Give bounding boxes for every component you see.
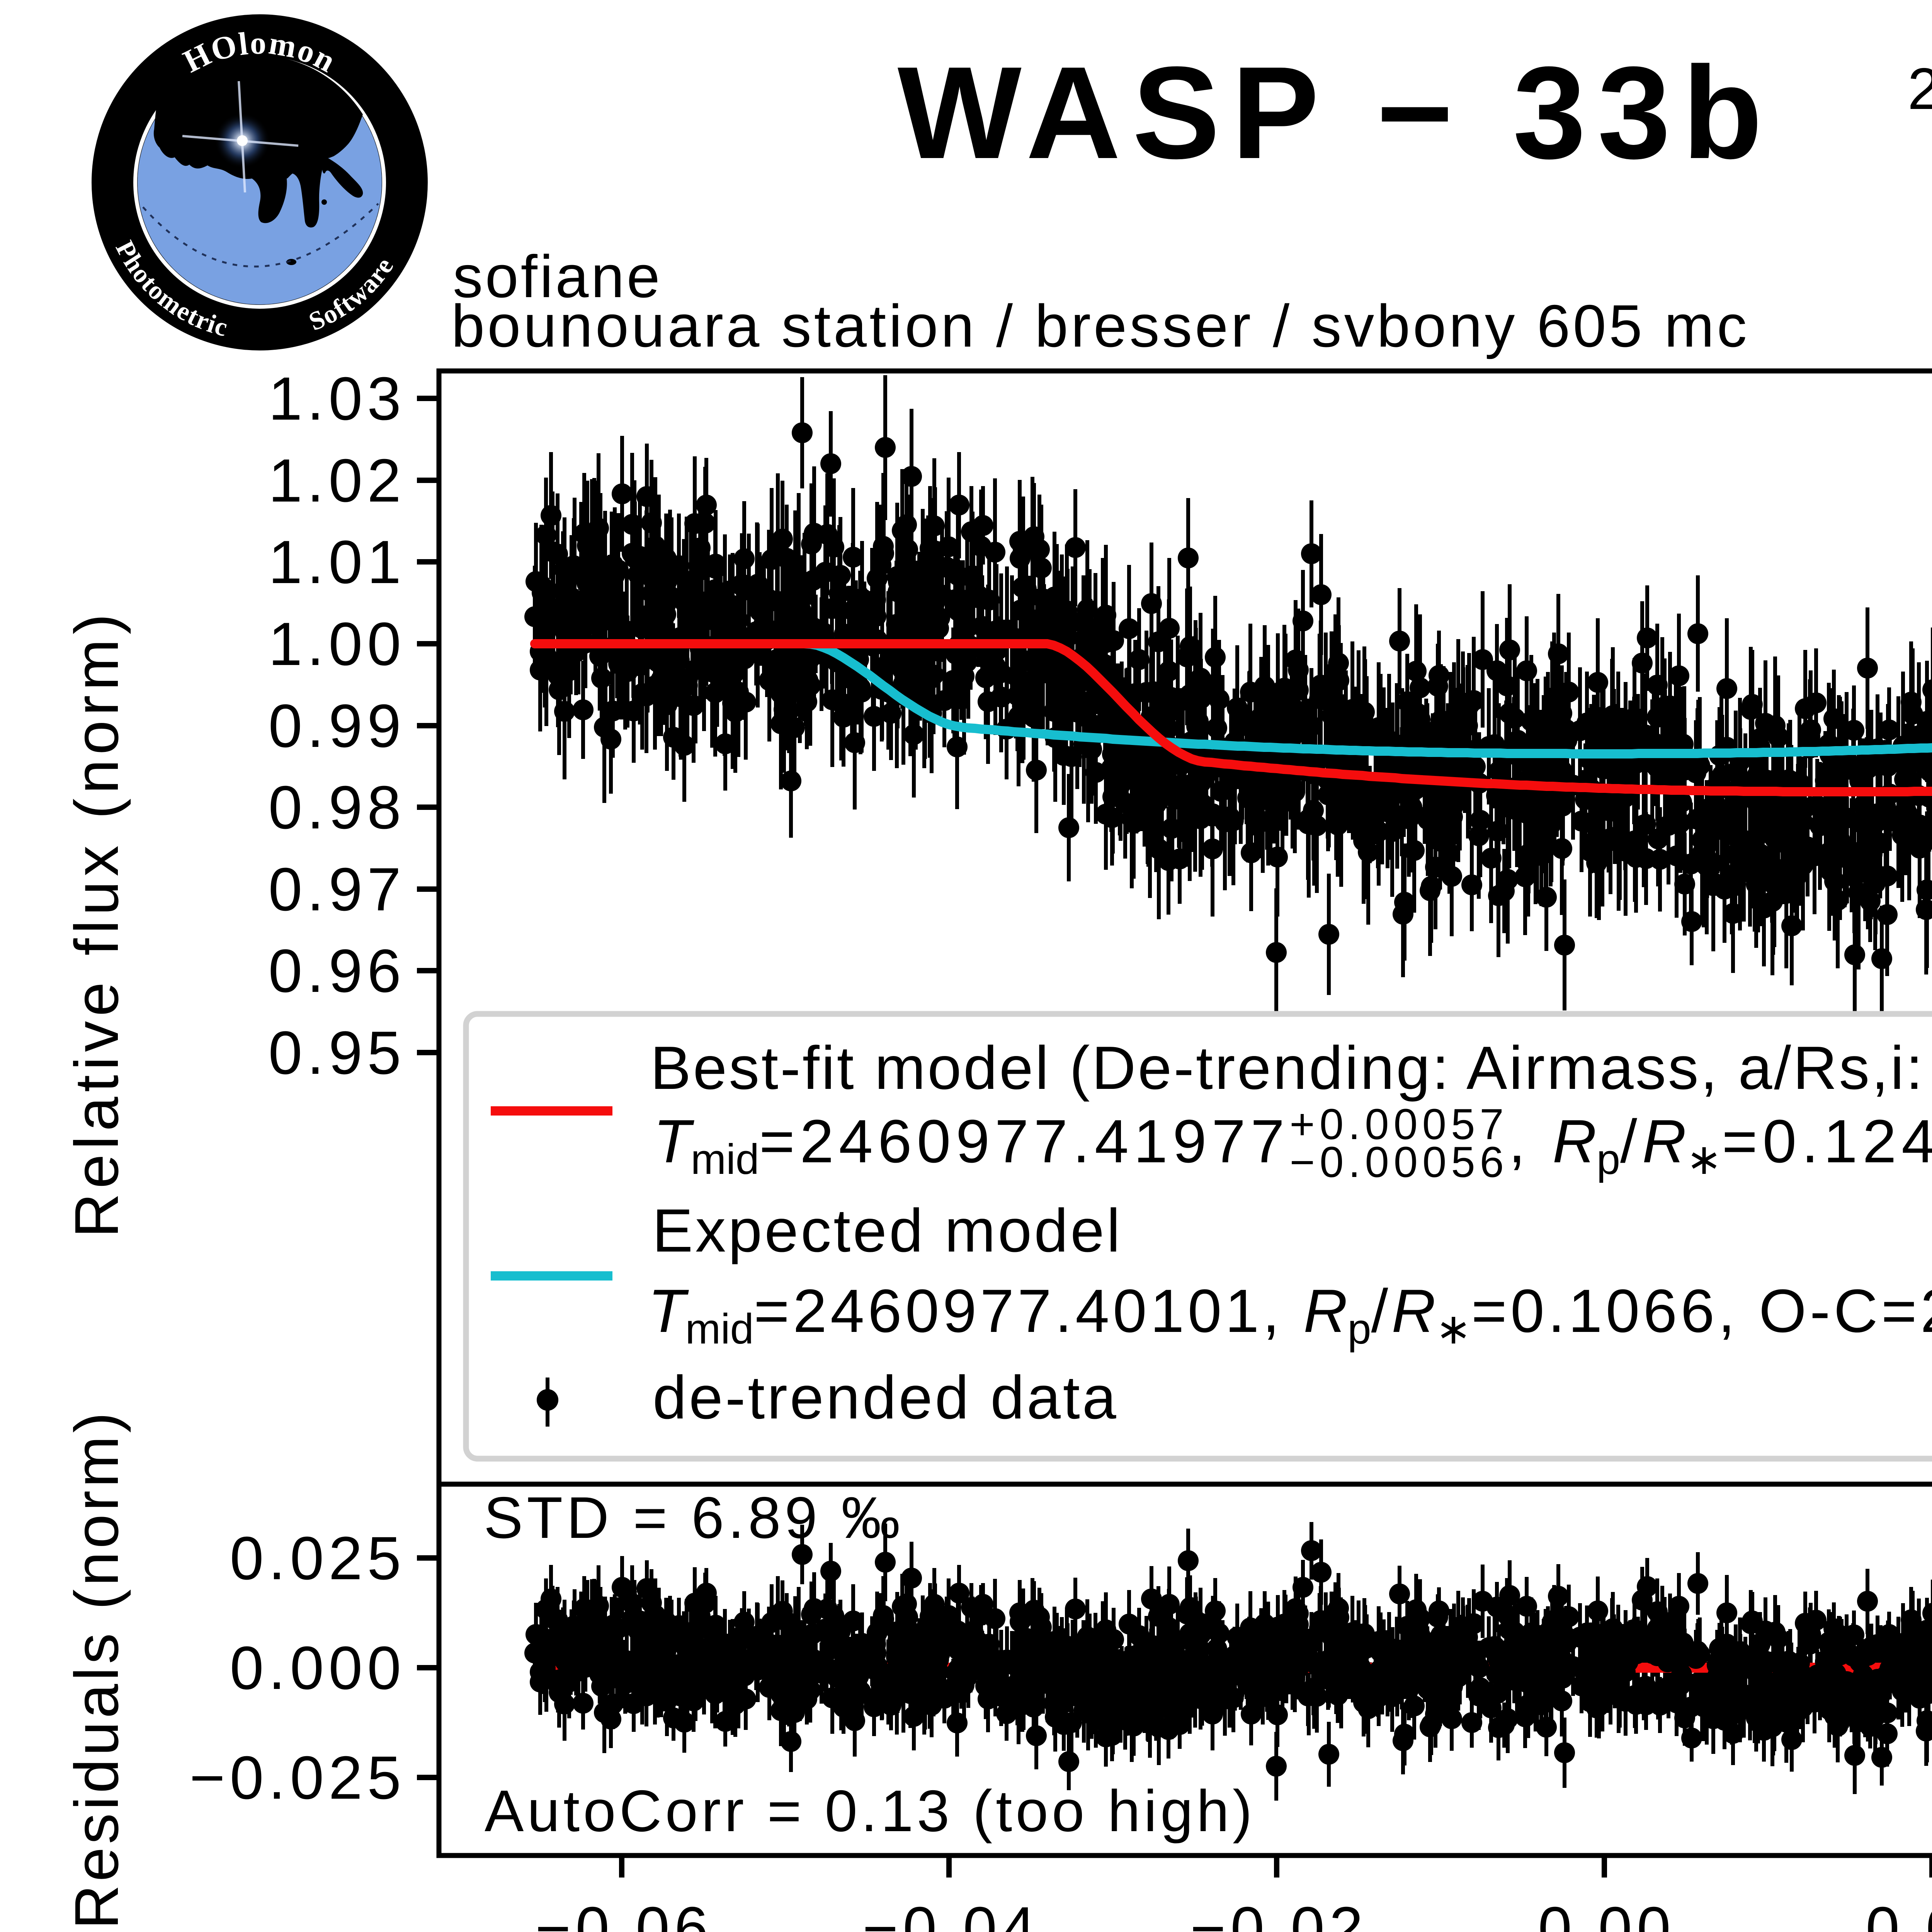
- svg-text:1.00: 1.00: [268, 610, 406, 678]
- svg-text:Residuals (norm): Residuals (norm): [62, 1409, 131, 1929]
- svg-text:−0.02: −0.02: [1190, 1895, 1368, 1932]
- svg-text:de-trended data: de-trended data: [653, 1364, 1119, 1432]
- svg-text:sofiane: sofiane: [453, 243, 662, 310]
- svg-text:Expected model: Expected model: [652, 1197, 1122, 1265]
- svg-text:2025-10-28 19:34 (UT): 2025-10-28 19:34 (UT): [1908, 56, 1932, 122]
- svg-text:Relative flux (norm): Relative flux (norm): [62, 609, 131, 1238]
- svg-text:−0.04: −0.04: [862, 1895, 1040, 1932]
- svg-text:AutoCorr = 0.13 (too high): AutoCorr = 0.13 (too high): [485, 1778, 1256, 1844]
- svg-text:bounouara station / bresser /: bounouara station / bresser / svbony 605…: [451, 293, 1750, 359]
- svg-text:STD = 6.89 ‰: STD = 6.89 ‰: [484, 1485, 904, 1551]
- svg-text:Tmid=2460977.40101, Rp/R∗=0.10: Tmid=2460977.40101, Rp/R∗=0.1066, O-C=27…: [648, 1270, 1932, 1356]
- svg-text:−0.025: −0.025: [189, 1744, 406, 1812]
- svg-text:0.000: 0.000: [230, 1634, 406, 1702]
- svg-text:0.95: 0.95: [268, 1019, 406, 1087]
- svg-text:1.02: 1.02: [268, 447, 406, 515]
- svg-text:Best-fit model (De-trending: A: Best-fit model (De-trending: Airmass, a/…: [650, 1034, 1932, 1102]
- svg-text:WASP − 33b: WASP − 33b: [898, 39, 1774, 186]
- svg-text:0.96: 0.96: [268, 937, 406, 1005]
- svg-text:0.97: 0.97: [268, 855, 406, 923]
- svg-text:−0.06: −0.06: [535, 1895, 713, 1932]
- svg-text:0.02: 0.02: [1866, 1895, 1932, 1932]
- svg-text:Tmid=2460977.41977+0.00057−0.0: Tmid=2460977.41977+0.00057 −0.00056, Rp/R…: [653, 1100, 1932, 1186]
- svg-text:1.01: 1.01: [268, 528, 406, 596]
- svg-text:0.00: 0.00: [1538, 1895, 1675, 1932]
- svg-text:0.025: 0.025: [230, 1524, 406, 1592]
- svg-text:0.98: 0.98: [268, 774, 406, 842]
- svg-text:1.03: 1.03: [268, 365, 406, 433]
- svg-text:0.99: 0.99: [268, 692, 406, 760]
